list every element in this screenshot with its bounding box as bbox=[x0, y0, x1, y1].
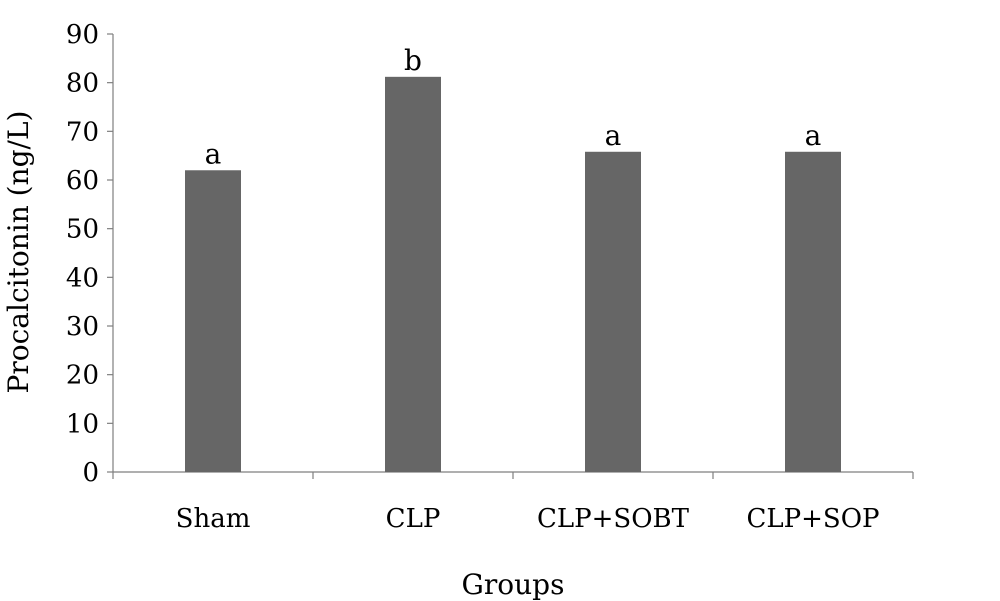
data-label: a bbox=[605, 119, 622, 152]
x-axis-title: Groups bbox=[462, 568, 565, 601]
bar bbox=[785, 151, 841, 473]
data-label: a bbox=[205, 137, 222, 170]
y-axis-title: Procalcitonin (ng/L) bbox=[2, 111, 35, 394]
data-label: a bbox=[805, 119, 822, 152]
x-axis bbox=[112, 471, 914, 479]
x-tick-label: CLP+SOP bbox=[746, 504, 879, 534]
data-label: b bbox=[404, 44, 422, 77]
y-tick-label: 60 bbox=[66, 166, 99, 196]
y-tick-label: 50 bbox=[66, 215, 99, 245]
category-labels: Sham CLP CLP+SOBT CLP+SOP bbox=[176, 504, 880, 534]
y-tick-label: 90 bbox=[66, 20, 99, 50]
y-axis: 0 10 20 30 40 50 60 70 80 90 bbox=[66, 20, 114, 488]
y-tick-label: 70 bbox=[66, 117, 99, 147]
y-tick-label: 30 bbox=[66, 312, 99, 342]
x-tick-label: Sham bbox=[176, 504, 251, 534]
bar bbox=[585, 151, 641, 473]
x-tick-label: CLP bbox=[386, 504, 441, 534]
bar bbox=[185, 170, 241, 472]
bar bbox=[385, 76, 441, 473]
y-tick-label: 0 bbox=[82, 458, 99, 488]
data-labels: a b a a bbox=[205, 44, 822, 170]
y-tick-label: 40 bbox=[66, 263, 99, 293]
x-tick-label: CLP+SOBT bbox=[537, 504, 690, 534]
y-tick-label: 10 bbox=[66, 409, 99, 439]
y-tick-label: 20 bbox=[66, 361, 99, 391]
y-tick-label: 80 bbox=[66, 69, 99, 99]
bar-series bbox=[185, 76, 841, 473]
